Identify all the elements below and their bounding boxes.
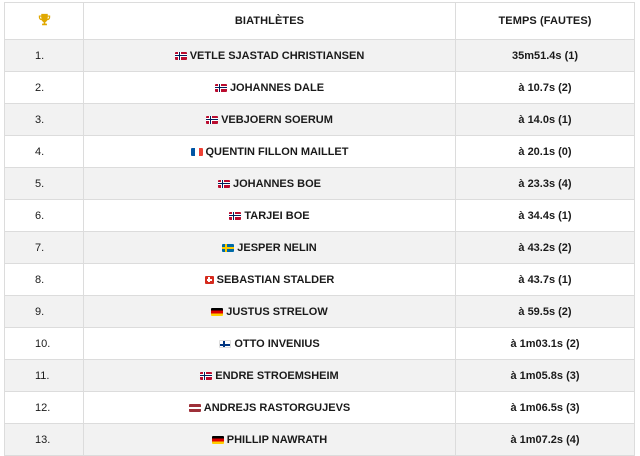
results-table: BIATHLÈTES TEMPS (FAUTES) 1. VETLE SJASTA… [4,2,635,456]
germany-flag-icon [211,307,224,316]
athlete-name: PHILLIP NAWRATH [226,433,328,446]
table-row: 2. JOHANNES DALE à 10.7s (2) [4,71,635,104]
athlete-cell: VETLE SJASTAD CHRISTIANSEN [83,39,456,72]
header-row: BIATHLÈTES TEMPS (FAUTES) [4,2,635,40]
table-row: 9. JUSTUS STRELOW à 59.5s (2) [4,295,635,328]
table-body: 1. VETLE SJASTAD CHRISTIANSEN 35m51.4s (1)… [4,39,635,456]
athlete-name: VEBJOERN SOERUM [221,113,333,126]
norway-flag-icon [217,179,230,188]
table-row: 12. ANDREJS RASTORGUJEVS à 1m06.5s (3) [4,391,635,424]
athlete-cell: ANDREJS RASTORGUJEVS [83,391,456,424]
athlete-name: JOHANNES DALE [229,81,325,94]
rank-cell: 7. [4,231,84,264]
athlete-cell: TARJEI BOE [83,199,456,232]
switzerland-flag-icon [204,275,214,284]
time-cell: à 1m05.8s (3) [455,359,635,392]
time-cell: à 10.7s (2) [455,71,635,104]
latvia-flag-icon [188,403,201,412]
athletes-column-header: BIATHLÈTES [83,2,456,40]
rank-cell: 3. [4,103,84,136]
norway-flag-icon [174,51,187,60]
time-cell: à 14.0s (1) [455,103,635,136]
trophy-icon [38,13,50,26]
norway-flag-icon [229,211,242,220]
athlete-name: SEBASTIAN STALDER [216,273,335,286]
athlete-name: ANDREJS RASTORGUJEVS [203,401,351,414]
time-column-header: TEMPS (FAUTES) [455,2,635,40]
finland-flag-icon [219,339,232,348]
athlete-name: ENDRE STROEMSHEIM [215,369,339,382]
athlete-name: VETLE SJASTAD CHRISTIANSEN [189,49,365,62]
norway-flag-icon [214,83,227,92]
rank-column-header [4,2,84,40]
rank-cell: 6. [4,199,84,232]
athlete-name: QUENTIN FILLON MAILLET [205,145,349,158]
athlete-cell: QUENTIN FILLON MAILLET [83,135,456,168]
athlete-name: JESPER NELIN [237,241,317,254]
athlete-cell: JOHANNES BOE [83,167,456,200]
time-cell: à 1m06.5s (3) [455,391,635,424]
time-cell: à 34.4s (1) [455,199,635,232]
rank-cell: 11. [4,359,84,392]
time-cell: à 1m07.2s (4) [455,423,635,456]
athlete-cell: PHILLIP NAWRATH [83,423,456,456]
athlete-cell: SEBASTIAN STALDER [83,263,456,296]
france-flag-icon [190,147,203,156]
table-row: 7. JESPER NELIN à 43.2s (2) [4,231,635,264]
rank-cell: 1. [4,39,84,72]
rank-cell: 10. [4,327,84,360]
athlete-name: TARJEI BOE [244,209,310,222]
athlete-name: JOHANNES BOE [232,177,322,190]
athlete-cell: ENDRE STROEMSHEIM [83,359,456,392]
time-cell: à 59.5s (2) [455,295,635,328]
results-table-container: BIATHLÈTES TEMPS (FAUTES) 1. VETLE SJASTA… [4,2,635,456]
rank-cell: 5. [4,167,84,200]
athlete-cell: VEBJOERN SOERUM [83,103,456,136]
athlete-name: OTTO INVENIUS [234,337,320,350]
time-cell: à 23.3s (4) [455,167,635,200]
time-cell: à 20.1s (0) [455,135,635,168]
table-row: 13. PHILLIP NAWRATH à 1m07.2s (4) [4,423,635,456]
table-row: 5. JOHANNES BOE à 23.3s (4) [4,167,635,200]
rank-cell: 13. [4,423,84,456]
time-cell: à 1m03.1s (2) [455,327,635,360]
table-row: 3. VEBJOERN SOERUM à 14.0s (1) [4,103,635,136]
norway-flag-icon [206,115,219,124]
rank-cell: 9. [4,295,84,328]
athlete-cell: JUSTUS STRELOW [83,295,456,328]
rank-cell: 8. [4,263,84,296]
athlete-cell: JOHANNES DALE [83,71,456,104]
table-row: 1. VETLE SJASTAD CHRISTIANSEN 35m51.4s (1) [4,39,635,72]
table-row: 11. ENDRE STROEMSHEIM à 1m05.8s (3) [4,359,635,392]
time-cell: 35m51.4s (1) [455,39,635,72]
germany-flag-icon [211,435,224,444]
sweden-flag-icon [222,243,235,252]
time-cell: à 43.2s (2) [455,231,635,264]
athlete-name: JUSTUS STRELOW [226,305,328,318]
table-row: 6. TARJEI BOE à 34.4s (1) [4,199,635,232]
table-row: 8. SEBASTIAN STALDER à 43.7s (1) [4,263,635,296]
athlete-cell: JESPER NELIN [83,231,456,264]
rank-cell: 2. [4,71,84,104]
table-row: 4. QUENTIN FILLON MAILLET à 20.1s (0) [4,135,635,168]
table-header: BIATHLÈTES TEMPS (FAUTES) [4,2,635,40]
athlete-cell: OTTO INVENIUS [83,327,456,360]
norway-flag-icon [200,371,213,380]
time-cell: à 43.7s (1) [455,263,635,296]
rank-cell: 4. [4,135,84,168]
table-row: 10. OTTO INVENIUS à 1m03.1s (2) [4,327,635,360]
rank-cell: 12. [4,391,84,424]
